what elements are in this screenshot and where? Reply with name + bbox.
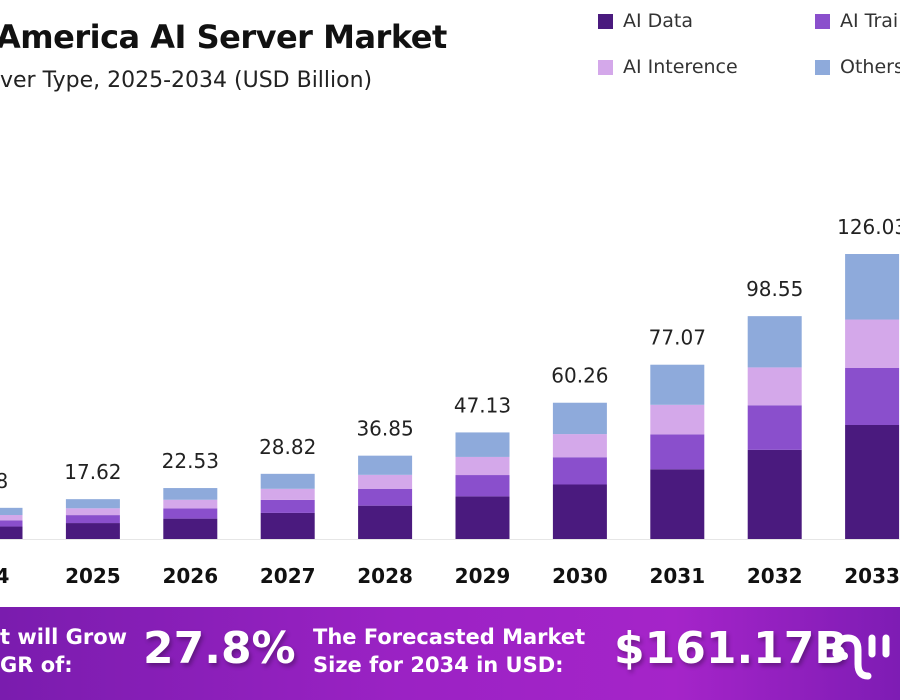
bar-segment-ai-data: [650, 469, 705, 539]
legend-item-others: Others: [815, 56, 900, 78]
legend-label: Others: [840, 56, 900, 78]
legend-swatch: [598, 13, 613, 29]
bar-segment-others: [845, 254, 900, 320]
bar-segment-ai-trai: [845, 367, 900, 426]
bar-segment-ai-interence: [845, 319, 900, 368]
bar-segment-ai-interence: [65, 508, 120, 516]
data-label: 47.13: [454, 393, 511, 417]
cagr-label-line1: t will Grow: [0, 625, 128, 649]
bar-segment-ai-interence: [552, 434, 607, 458]
x-tick-label: 2027: [260, 564, 316, 588]
legend-swatch: [815, 13, 830, 29]
bar-segment-others: [455, 432, 510, 457]
chart-subtitle: ver Type, 2025-2034 (USD Billion): [0, 68, 373, 93]
legend-swatch: [815, 59, 830, 75]
x-tick-label: 2030: [552, 564, 608, 588]
legend-item-ai-inference: AI Interence: [598, 56, 738, 78]
data-label: 36.85: [356, 417, 413, 441]
bar-segment-ai-data: [163, 518, 218, 539]
cagr-value: 27.8%: [143, 623, 296, 674]
bar-segment-ai-interence: [455, 456, 510, 476]
bar-segment-ai-data: [455, 496, 510, 539]
forecast-label-line2: Size for 2034 in USD:: [313, 653, 564, 677]
legend-label: AI Interence: [623, 56, 738, 78]
data-label: 60.26: [551, 364, 608, 388]
bar-segment-others: [163, 488, 218, 500]
data-label: 28.82: [259, 435, 316, 459]
bar-segment-others: [65, 499, 120, 509]
summary-banner: t will Grow GR of: 27.8% The Forecasted …: [0, 607, 900, 700]
bar-segment-ai-interence: [747, 367, 802, 406]
x-tick-label: 24: [0, 564, 9, 588]
legend-label: AI Data: [623, 10, 694, 32]
bar-segment-ai-trai: [65, 515, 120, 524]
bar-segment-ai-interence: [650, 404, 705, 435]
legend-item-ai-data: AI Data: [598, 10, 693, 32]
bar-segment-ai-data: [260, 512, 315, 539]
legend-label: AI Trai: [840, 10, 899, 32]
forecast-value: $161.17B: [614, 623, 848, 674]
bar-segment-ai-trai: [552, 457, 607, 485]
bar-segment-ai-interence: [260, 488, 315, 500]
x-tick-label: 2026: [162, 564, 218, 588]
x-tick-label: 2033: [844, 564, 900, 588]
bar-segment-ai-trai: [0, 520, 23, 527]
legend-item-ai-training: AI Trai: [815, 10, 898, 32]
bar-segment-ai-data: [552, 484, 607, 539]
x-tick-label: 2028: [357, 564, 413, 588]
bar-segment-ai-interence: [163, 499, 218, 509]
data-label: 78: [0, 469, 8, 493]
x-tick-label: 2025: [65, 564, 121, 588]
bar-segment-others: [747, 316, 802, 368]
bar-segment-ai-data: [747, 449, 802, 539]
data-label: 126.03: [837, 215, 900, 239]
data-label: 17.62: [64, 460, 121, 484]
data-label: 22.53: [162, 449, 219, 473]
bar-segment-ai-data: [358, 505, 413, 539]
bar-segment-others: [650, 364, 705, 405]
bar-segment-others: [358, 455, 413, 475]
forecast-label-line1: The Forecasted Market: [313, 625, 586, 649]
bar-segment-others: [0, 507, 23, 516]
bar-segment-others: [552, 402, 607, 435]
bar-segment-ai-trai: [747, 405, 802, 450]
stacked-bar-chart: 78 24 17.62 2025 22.53 2026 28.82 2027 36.85 2028…: [0, 215, 900, 588]
brand-logo-icon: [832, 634, 890, 680]
legend-swatch: [598, 59, 613, 75]
bar-segment-ai-interence: [0, 515, 23, 521]
bar-segment-ai-interence: [358, 474, 413, 490]
x-tick-label: 2032: [747, 564, 803, 588]
bar-segment-ai-data: [0, 526, 23, 539]
bar-segment-ai-trai: [650, 434, 705, 470]
bar-segment-ai-trai: [358, 489, 413, 506]
bar-segment-ai-trai: [163, 508, 218, 519]
bar-segment-ai-trai: [260, 499, 315, 513]
cagr-label-line2: GR of:: [0, 653, 73, 677]
bar-segment-ai-data: [65, 523, 120, 539]
bar-segment-ai-trai: [455, 475, 510, 497]
forecast-label: The Forecasted Market Size for 2034 in U…: [313, 623, 585, 679]
x-tick-label: 2031: [649, 564, 705, 588]
x-tick-label: 2029: [455, 564, 511, 588]
chart-title: America AI Server Market: [0, 18, 447, 56]
bar-segment-others: [260, 473, 315, 489]
data-label: 77.07: [649, 326, 706, 350]
data-label: 98.55: [746, 277, 803, 301]
cagr-label: t will Grow GR of:: [0, 623, 127, 679]
bar-segment-ai-data: [845, 425, 900, 539]
